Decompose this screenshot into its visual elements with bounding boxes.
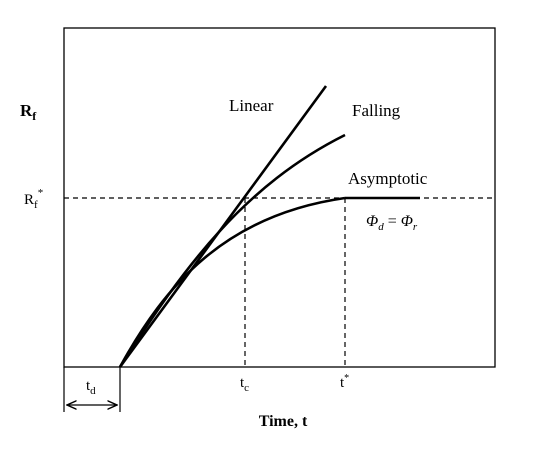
td-label: td	[86, 378, 96, 397]
x-axis-label: Time, t	[259, 413, 308, 430]
y-axis-label: Rf	[20, 101, 37, 123]
tstar-label: t*	[340, 373, 349, 391]
tc-label: tc	[240, 375, 249, 394]
equation-phi-d-equals-phi-r: Φd = Φr	[366, 213, 418, 233]
asymptotic-curve	[118, 196, 346, 368]
linear-label: Linear	[229, 96, 274, 115]
falling-label: Falling	[352, 101, 401, 120]
rf-star-label: Rf*	[24, 187, 43, 211]
asymptotic-label: Asymptotic	[348, 169, 428, 188]
falling-curve	[118, 133, 346, 368]
